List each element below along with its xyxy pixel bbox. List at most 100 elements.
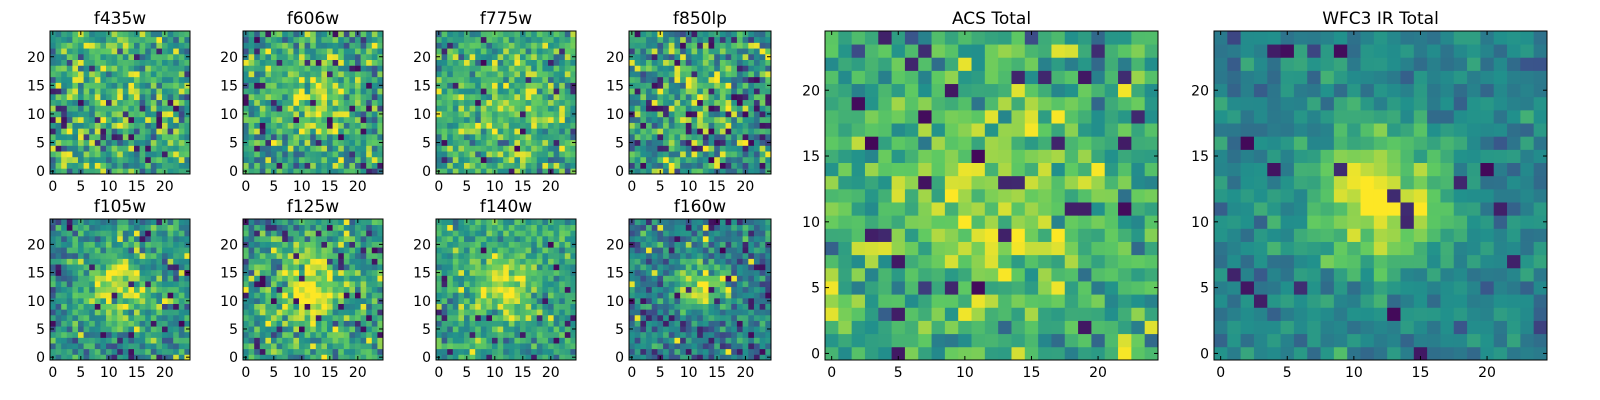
heatmap-cell (371, 151, 378, 158)
heatmap-cell (447, 36, 454, 43)
heatmap-cell (674, 71, 681, 78)
heatmap-cell (89, 65, 96, 72)
heatmap-cell (944, 267, 959, 282)
heatmap-cell (475, 48, 482, 55)
heatmap-cell (315, 105, 322, 112)
heatmap-cell (748, 162, 755, 169)
heatmap-cell (178, 258, 185, 265)
heatmap-cell (349, 31, 356, 38)
heatmap-cell (514, 36, 521, 43)
heatmap-cell (742, 93, 749, 101)
heatmap-cell (248, 235, 255, 242)
heatmap-cell (276, 269, 283, 276)
heatmap-cell (349, 151, 356, 158)
heatmap-cell (531, 59, 538, 66)
heatmap-cell (265, 59, 272, 66)
heatmap-cell (287, 82, 294, 89)
heatmap-cell (674, 76, 681, 83)
heatmap-cell (248, 264, 255, 271)
heatmap-cell (128, 326, 135, 333)
heatmap-cell (173, 122, 180, 129)
heatmap-cell (514, 116, 521, 123)
heatmap-cell (355, 151, 361, 158)
heatmap-cell (66, 31, 73, 38)
heatmap-cell (72, 88, 79, 95)
heatmap-cell (304, 303, 311, 310)
heatmap-cell (548, 82, 554, 89)
heatmap-cell (480, 71, 487, 78)
heatmap-cell (55, 31, 62, 38)
heatmap-cell (748, 59, 755, 66)
heatmap-cell (343, 116, 350, 123)
heatmap-cell (111, 53, 118, 60)
y-tick-label: 10 (27, 107, 45, 123)
heatmap-cell (714, 156, 721, 163)
heatmap-cell (503, 133, 510, 141)
heatmap-cell (55, 219, 62, 226)
heatmap-cell (497, 88, 504, 95)
heatmap-cell (162, 241, 168, 248)
heatmap-cell (958, 320, 972, 335)
heatmap-cell (271, 264, 277, 271)
heatmap-cell (293, 337, 300, 344)
heatmap-cell (72, 320, 79, 327)
heatmap-cell (702, 88, 709, 95)
heatmap-cell (548, 105, 554, 112)
heatmap-cell (282, 320, 289, 327)
heatmap-cell (50, 314, 56, 321)
heatmap-cell (851, 346, 866, 361)
heatmap-cell (663, 151, 670, 158)
heatmap-cell (864, 109, 879, 124)
heatmap-cell (674, 122, 681, 129)
heatmap-cell (66, 151, 73, 158)
heatmap-cell (349, 93, 356, 101)
heatmap-cell (338, 219, 345, 226)
heatmap-cell (531, 297, 538, 304)
heatmap-cell (497, 320, 504, 327)
heatmap-cell (117, 53, 124, 60)
heatmap-cell (458, 53, 465, 60)
heatmap-cell (371, 269, 378, 276)
heatmap-cell (998, 346, 1012, 361)
heatmap-cell (310, 320, 317, 327)
heatmap-cell (725, 93, 732, 101)
heatmap-cell (503, 292, 510, 299)
heatmap-cell (89, 297, 96, 304)
heatmap-cell (475, 111, 482, 118)
heatmap-cell (725, 168, 732, 175)
heatmap-cell (100, 82, 107, 89)
heatmap-cell (282, 264, 289, 271)
heatmap-cell (891, 307, 906, 321)
heatmap-cell (78, 133, 84, 141)
heatmap-cell (139, 111, 146, 118)
heatmap-cell (525, 337, 532, 344)
heatmap-cell (520, 88, 526, 95)
heatmap-cell (304, 99, 311, 106)
heatmap-cell (520, 42, 526, 49)
heatmap-cell (61, 247, 68, 254)
heatmap-cell (864, 70, 879, 85)
heatmap-cell (83, 247, 90, 254)
heatmap-cell (310, 292, 317, 299)
heatmap-cell (685, 48, 692, 55)
heatmap-cell (94, 275, 101, 282)
heatmap-cell (864, 267, 879, 282)
heatmap-cell (525, 326, 532, 333)
heatmap-cell (282, 122, 289, 129)
heatmap-cell (458, 354, 465, 361)
heatmap-cell (436, 88, 442, 95)
heatmap-cell (436, 116, 442, 123)
heatmap-cell (360, 42, 367, 49)
heatmap-cell (156, 99, 163, 106)
heatmap-cell (173, 111, 180, 118)
heatmap-cell (570, 105, 577, 112)
heatmap-cell (548, 53, 554, 60)
heatmap-cell (1091, 228, 1106, 242)
heatmap-cell (145, 309, 152, 316)
heatmap-cell (122, 320, 129, 327)
heatmap-cell (371, 230, 378, 237)
heatmap-cell (282, 337, 289, 344)
heatmap-cell (646, 128, 653, 135)
heatmap-cell (825, 281, 839, 295)
heatmap-cell (668, 71, 675, 78)
